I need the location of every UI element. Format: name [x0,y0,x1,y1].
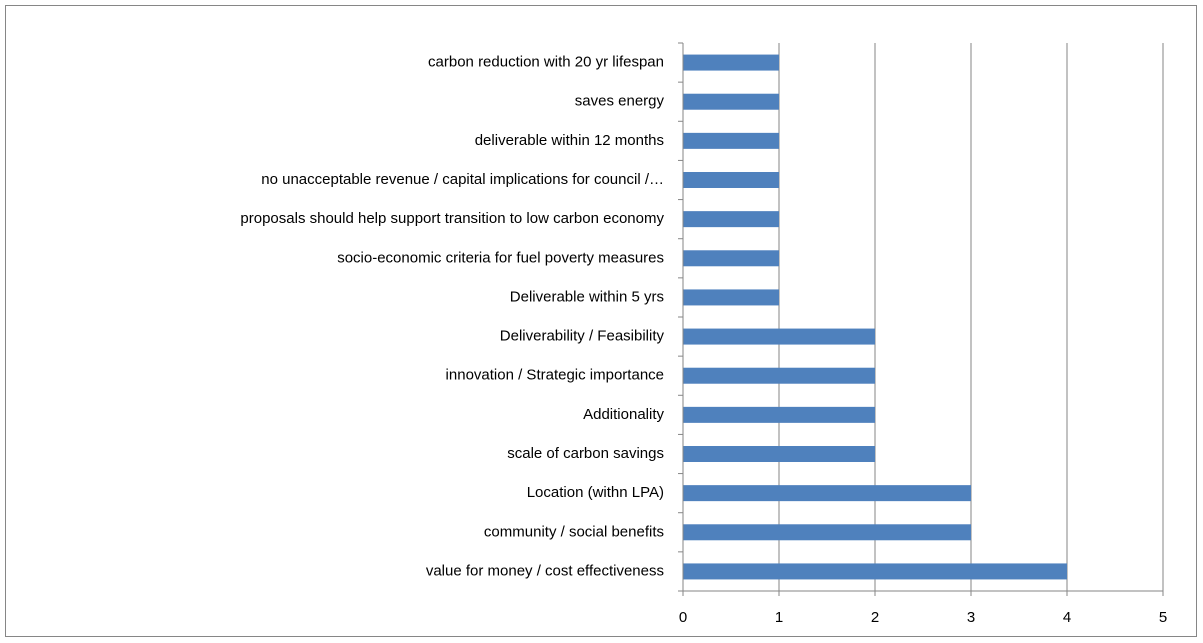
y-tick-label: innovation / Strategic importance [446,367,664,384]
bar [683,132,779,149]
y-tick-label: saves energy [575,93,665,110]
y-tick-label: scale of carbon savings [507,445,664,462]
bar [683,172,779,188]
y-tick-label: community / social benefits [484,523,664,540]
y-tick-label: Additionality [583,406,664,423]
x-tick-label: 3 [967,609,975,626]
bar [683,250,779,267]
y-tick-label: value for money / cost effectiveness [426,562,664,579]
y-tick-label: Location (withn LPA) [527,484,664,501]
chart-border [5,5,1197,637]
bar [683,485,971,502]
bar [683,289,779,306]
bar [683,563,1067,580]
y-tick-label: carbon reduction with 20 yr lifespan [428,54,664,71]
y-tick-label: deliverable within 12 months [475,132,664,149]
x-tick-label: 5 [1159,609,1167,626]
bar [683,93,779,110]
y-tick-label: Deliverability / Feasibility [500,328,665,345]
bar [683,328,875,345]
y-tick-label: proposals should help support transition… [240,210,664,227]
x-tick-label: 0 [679,609,687,626]
y-tick-label: Deliverable within 5 yrs [510,288,664,305]
bar [683,367,875,384]
bar [683,406,875,423]
bar [683,211,779,228]
bar [683,446,875,462]
bar [683,524,971,541]
x-tick-label: 4 [1063,609,1071,626]
x-tick-label: 2 [871,609,879,626]
x-tick-label: 1 [775,609,783,626]
y-tick-label: no unacceptable revenue / capital implic… [261,171,664,188]
y-tick-label: socio-economic criteria for fuel poverty… [337,249,664,266]
bar [683,54,779,71]
